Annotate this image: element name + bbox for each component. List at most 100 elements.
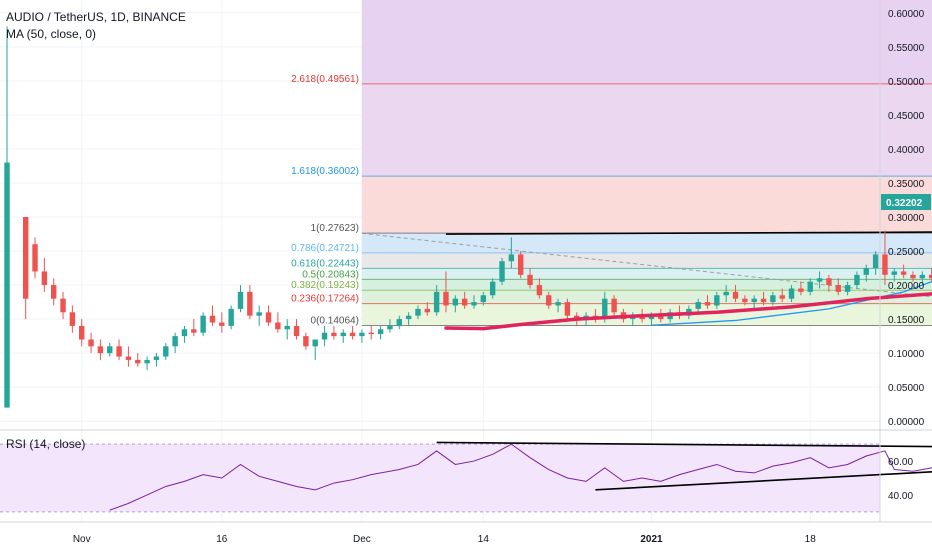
candle-body: [518, 254, 524, 275]
rsi-indicator-label[interactable]: RSI (14, close): [6, 437, 86, 451]
candle-body: [228, 308, 234, 326]
candle-body: [742, 298, 748, 303]
candle-body: [452, 298, 459, 306]
candle-body: [461, 298, 468, 306]
candle-body: [340, 332, 346, 337]
candle-body: [882, 254, 888, 275]
price-tick-label: 0.25000: [888, 247, 925, 258]
candle-body: [88, 339, 94, 347]
candle-body: [751, 298, 757, 303]
candle-body: [891, 271, 897, 275]
price-tick-label: 0.15000: [888, 315, 925, 326]
candle-body: [163, 346, 169, 357]
candle-body: [359, 332, 365, 337]
candle-body: [387, 325, 393, 330]
candle-body: [22, 217, 29, 299]
candle-body: [209, 315, 216, 323]
candle-body: [854, 274, 860, 286]
candle-body: [863, 268, 869, 275]
price-tick-label: 0.10000: [888, 349, 925, 360]
candle-body: [200, 315, 206, 333]
candle-body: [275, 322, 281, 330]
candle-body: [564, 302, 571, 316]
candle-body: [284, 325, 290, 330]
fib-zone: [361, 83, 932, 177]
candle-body: [928, 274, 932, 279]
price-tick-label: 0.60000: [888, 9, 925, 20]
candle-body: [919, 274, 926, 279]
candle-body: [424, 308, 430, 313]
candle-body: [844, 285, 851, 292]
candle-body: [97, 346, 104, 354]
candle-body: [807, 281, 813, 292]
rsi-band: [0, 444, 880, 512]
fib-level-label: 0.786(0.24721): [291, 243, 359, 254]
candle-body: [527, 274, 533, 286]
candle-body: [648, 315, 655, 320]
candle-body: [798, 288, 804, 292]
candle-body: [32, 244, 38, 272]
candle-body: [69, 312, 76, 326]
time-tick-label: 18: [805, 534, 817, 545]
fib-zone-top: [361, 0, 932, 84]
fib-level-label: 0.236(0.17264): [291, 294, 359, 305]
candle-body: [779, 295, 785, 299]
candle-body: [107, 346, 113, 354]
candle-body: [256, 312, 262, 316]
price-tick-label: 0.50000: [888, 77, 925, 88]
candle-body: [704, 302, 711, 306]
price-tick-label: 0.30000: [888, 213, 925, 224]
candle-body: [499, 261, 505, 282]
candle-body: [872, 254, 879, 269]
rsi-line: [109, 443, 932, 511]
trendline: [436, 441, 932, 448]
candle-body: [153, 356, 160, 360]
candle-body: [79, 325, 85, 340]
price-tick-label: 0.40000: [888, 145, 925, 156]
candle-body: [900, 271, 907, 275]
candle-body: [144, 359, 150, 364]
candle-body: [247, 291, 253, 316]
candle-body: [312, 339, 318, 347]
candle-body: [546, 295, 552, 306]
candle-body: [116, 346, 122, 357]
fib-zone: [361, 279, 932, 291]
fib-zone: [361, 233, 932, 253]
candle-body: [760, 298, 767, 303]
fib-level-label: 0.5(0.20843): [302, 269, 359, 280]
candle-body: [555, 302, 561, 306]
candle-body: [237, 291, 244, 309]
candle-body: [816, 278, 823, 282]
candle-body: [191, 329, 197, 333]
fib-level-label: 0.618(0.22443): [291, 258, 359, 269]
candle-body: [125, 356, 132, 360]
price-tick-label: 0.45000: [888, 111, 925, 122]
price-tick-label: 0.00000: [888, 417, 925, 428]
fib-level-label: 1(0.27623): [311, 223, 359, 234]
candle-body: [181, 329, 188, 337]
candle-body: [770, 295, 776, 303]
rsi-series: [109, 443, 932, 511]
time-tick-label: Dec: [353, 534, 371, 545]
time-tick-label: 14: [478, 534, 490, 545]
ma-indicator-label[interactable]: MA (50, close, 0): [6, 27, 97, 41]
candle-body: [368, 332, 374, 335]
ma-line: [444, 292, 932, 331]
chart-title: AUDIO / TetherUS, 1D, BINANCE: [6, 10, 186, 24]
candle-body: [788, 288, 795, 299]
candle-body: [51, 285, 57, 299]
price-tick-label: 0.55000: [888, 43, 925, 54]
candle-body: [489, 281, 496, 296]
fib-zone: [361, 252, 932, 269]
candle-body: [135, 359, 141, 364]
price-tick-label: 0.35000: [888, 179, 925, 190]
fib-level-label: 1.618(0.36002): [291, 166, 359, 177]
candle-body: [349, 332, 356, 337]
candle-body: [723, 291, 729, 296]
fib-level-label: 0.382(0.19243): [291, 280, 359, 291]
candle-body: [826, 278, 832, 286]
time-tick-label: 16: [216, 534, 228, 545]
candle-body: [658, 315, 664, 320]
